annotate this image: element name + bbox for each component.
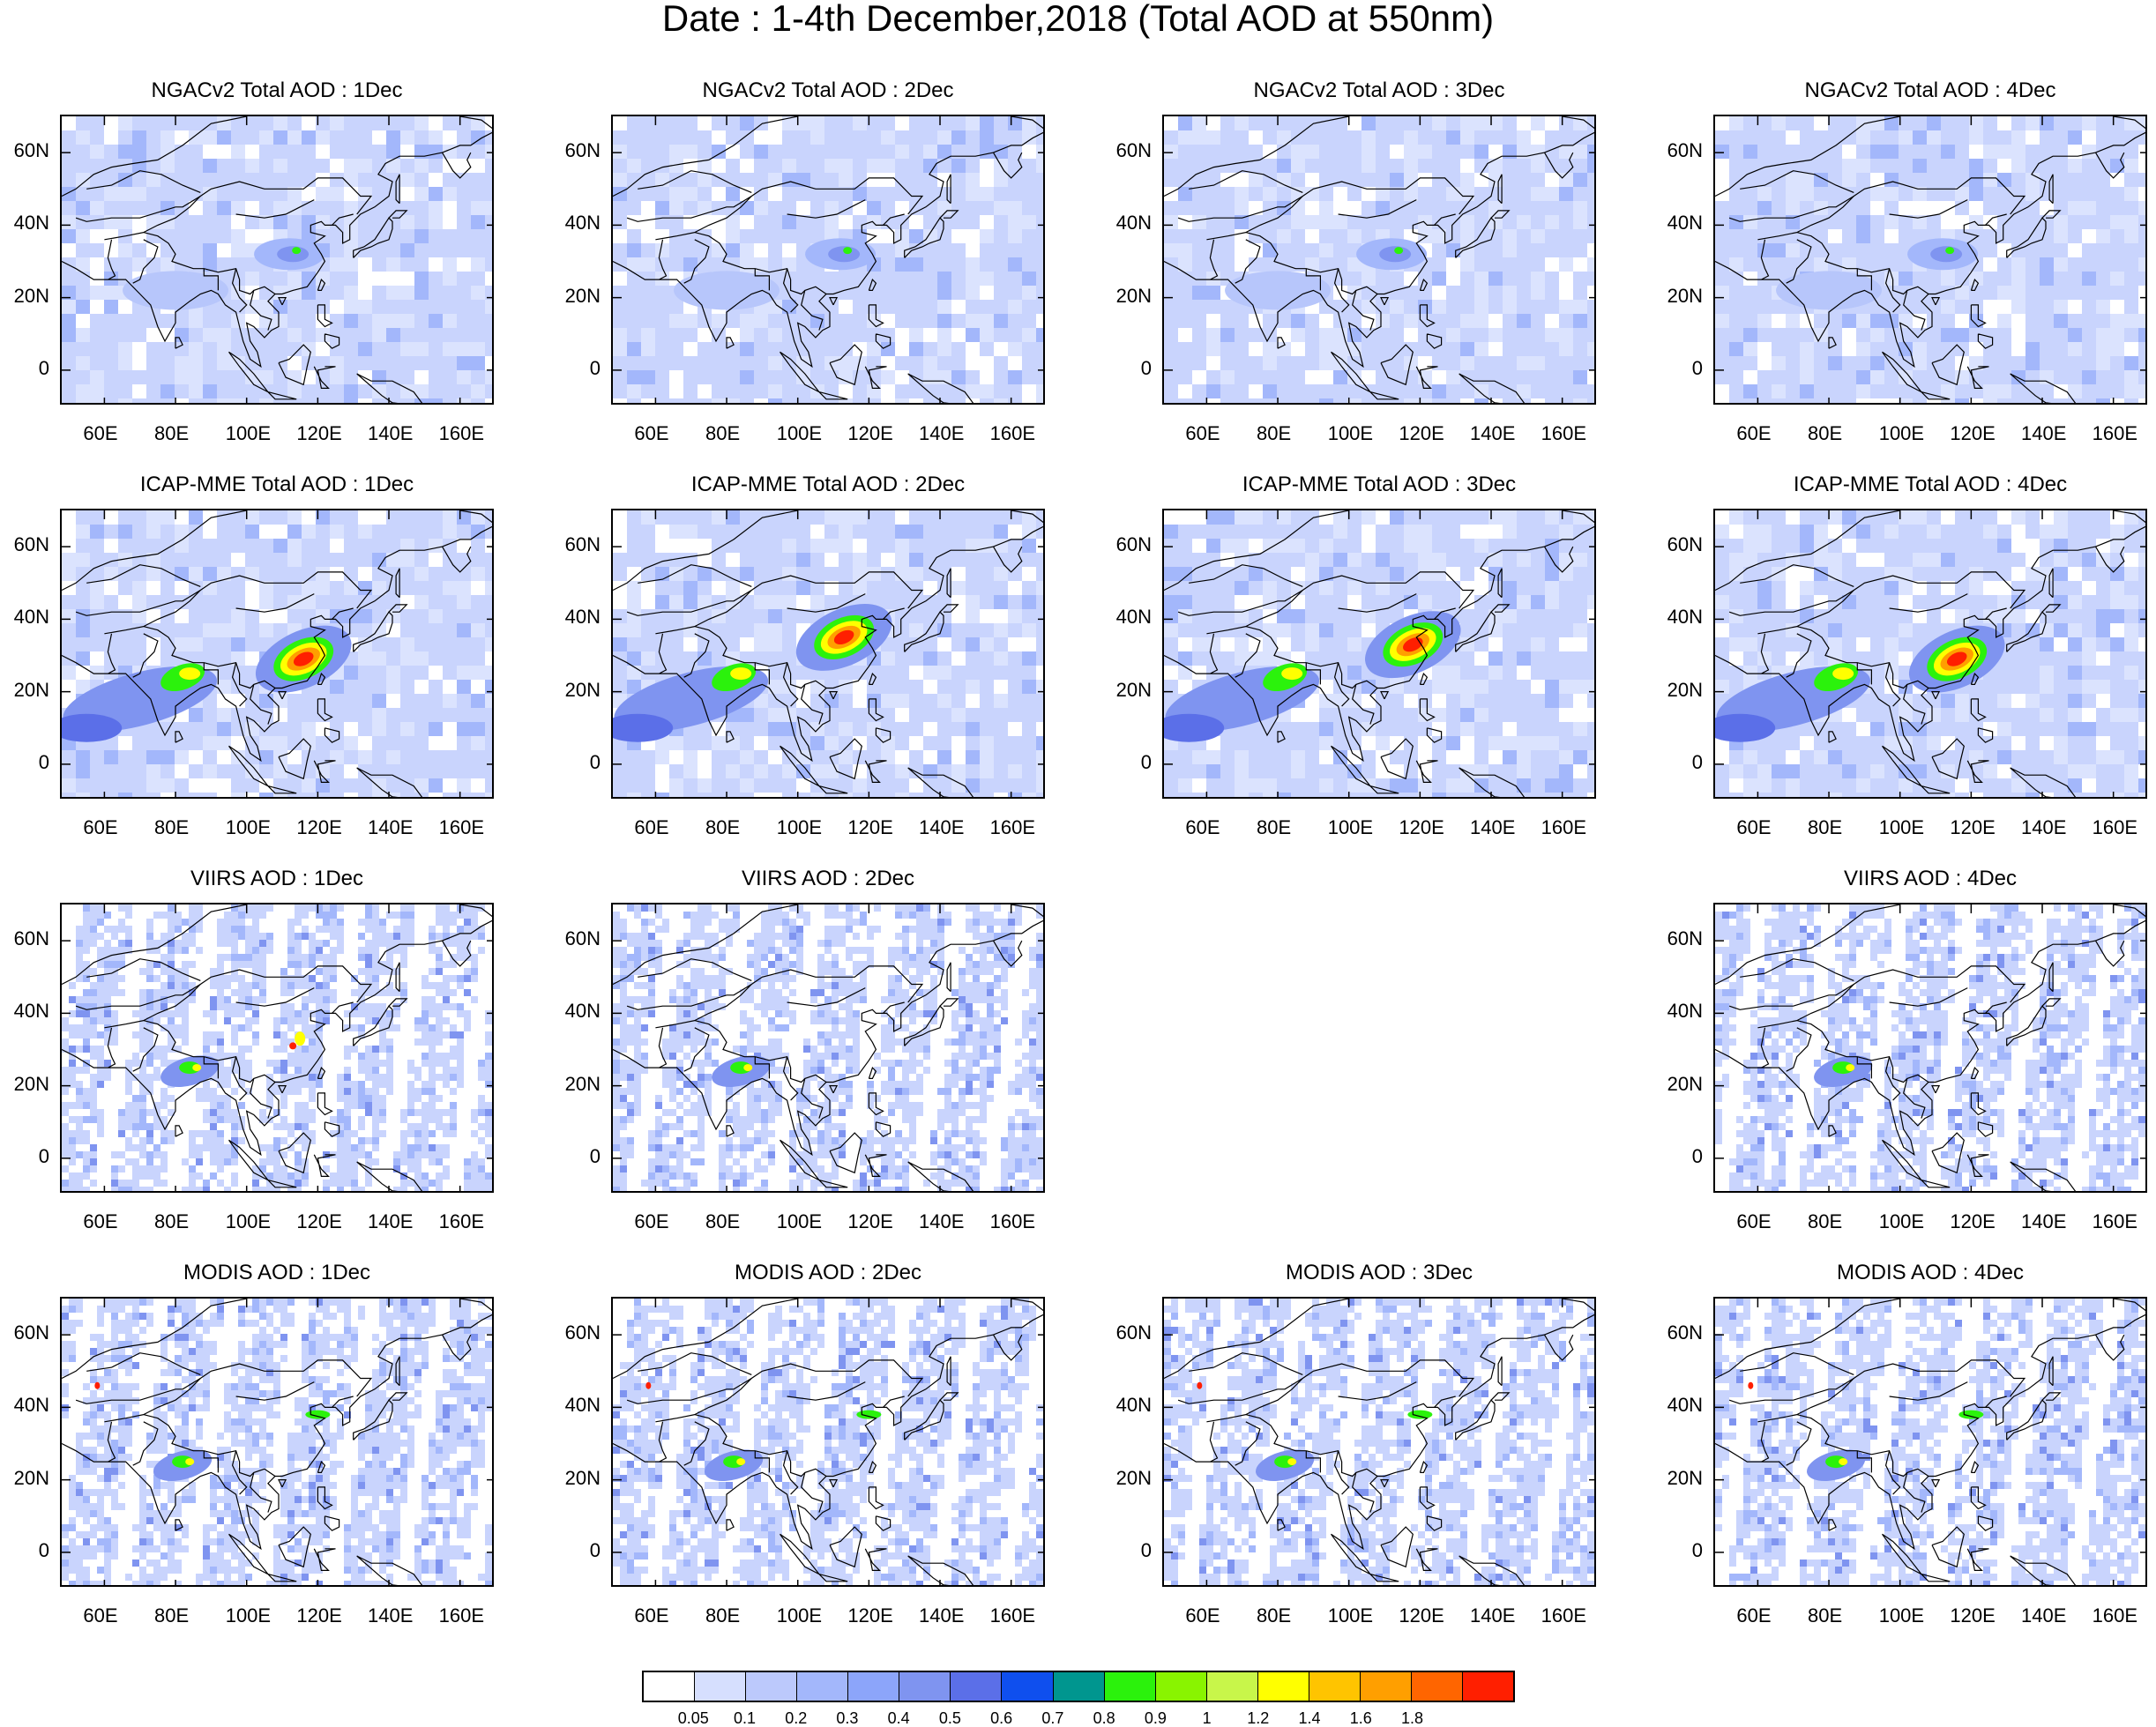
y-tick-label: 40N	[1659, 213, 1703, 233]
y-tick-label: 20N	[1108, 287, 1152, 306]
x-tick-label: 140E	[368, 818, 413, 837]
x-tick-label: 120E	[1399, 818, 1444, 837]
y-tick-label: 20N	[5, 681, 49, 700]
x-tick-label: 120E	[1399, 424, 1444, 443]
x-tick-label: 140E	[919, 424, 964, 443]
map-frame	[1162, 115, 1596, 405]
x-tick-label: 100E	[777, 424, 822, 443]
x-tick-label: 100E	[1328, 818, 1373, 837]
x-tick-label: 60E	[1185, 424, 1220, 443]
axis-ticks	[613, 116, 1045, 405]
y-tick-label: 0	[5, 753, 49, 772]
x-tick-label: 140E	[919, 818, 964, 837]
x-tick-label: 80E	[154, 424, 189, 443]
x-tick-label: 120E	[296, 818, 341, 837]
y-tick-label: 60N	[556, 141, 601, 160]
y-tick-label: 20N	[1659, 287, 1703, 306]
axis-ticks	[1164, 116, 1596, 405]
y-tick-label: 0	[1108, 753, 1152, 772]
x-tick-label: 140E	[368, 424, 413, 443]
map-frame	[1713, 115, 2147, 405]
x-tick-label: 140E	[2021, 424, 2066, 443]
x-tick-label: 140E	[1470, 424, 1515, 443]
map-frame	[60, 115, 494, 405]
figure-title: Date : 1-4th December,2018 (Total AOD at…	[0, 0, 2156, 37]
y-tick-label: 60N	[1108, 535, 1152, 555]
panel-title: NGACv2 Total AOD : 4Dec	[1713, 79, 2147, 102]
y-tick-label: 0	[556, 359, 601, 378]
axis-ticks	[62, 116, 494, 405]
map-frame	[611, 115, 1045, 405]
panel-title: NGACv2 Total AOD : 2Dec	[611, 79, 1045, 102]
x-tick-label: 80E	[1257, 424, 1291, 443]
x-tick-label: 160E	[990, 818, 1035, 837]
x-tick-label: 160E	[1541, 818, 1586, 837]
axis-ticks	[613, 510, 1045, 799]
x-tick-label: 60E	[1736, 424, 1771, 443]
y-tick-label: 20N	[1108, 681, 1152, 700]
y-tick-label: 60N	[5, 141, 49, 160]
x-tick-label: 80E	[1808, 424, 1842, 443]
y-tick-label: 20N	[556, 681, 601, 700]
x-tick-label: 160E	[990, 424, 1035, 443]
x-tick-label: 160E	[439, 818, 484, 837]
y-tick-label: 0	[556, 753, 601, 772]
y-tick-label: 40N	[1108, 607, 1152, 627]
x-tick-label: 100E	[226, 818, 271, 837]
x-tick-label: 60E	[83, 424, 117, 443]
map-frame	[611, 509, 1045, 799]
x-tick-label: 140E	[1470, 818, 1515, 837]
y-tick-label: 0	[5, 359, 49, 378]
x-tick-label: 60E	[634, 424, 668, 443]
x-tick-label: 120E	[1950, 424, 1995, 443]
y-tick-label: 40N	[5, 213, 49, 233]
x-tick-label: 80E	[705, 818, 740, 837]
y-tick-label: 0	[1108, 359, 1152, 378]
y-tick-label: 40N	[1108, 213, 1152, 233]
x-tick-label: 60E	[1185, 818, 1220, 837]
y-tick-label: 40N	[556, 607, 601, 627]
x-tick-label: 100E	[777, 818, 822, 837]
y-tick-label: 20N	[5, 287, 49, 306]
x-tick-label: 120E	[847, 818, 892, 837]
axis-ticks	[1715, 116, 2147, 405]
panel-title: ICAP-MME Total AOD : 1Dec	[60, 473, 494, 496]
x-tick-label: 100E	[1328, 424, 1373, 443]
x-tick-label: 160E	[1541, 424, 1586, 443]
x-tick-label: 100E	[1879, 424, 1924, 443]
y-tick-label: 40N	[556, 213, 601, 233]
x-tick-label: 60E	[83, 818, 117, 837]
map-frame	[1162, 509, 1596, 799]
panel-title: ICAP-MME Total AOD : 3Dec	[1162, 473, 1596, 496]
panel-title: NGACv2 Total AOD : 1Dec	[60, 79, 494, 102]
panel-title: ICAP-MME Total AOD : 4Dec	[1713, 473, 2147, 496]
x-tick-label: 160E	[439, 424, 484, 443]
panel-title: NGACv2 Total AOD : 3Dec	[1162, 79, 1596, 102]
y-tick-label: 60N	[1659, 141, 1703, 160]
x-tick-label: 60E	[634, 818, 668, 837]
y-tick-label: 0	[1659, 359, 1703, 378]
map-frame	[1713, 509, 2147, 799]
y-tick-label: 20N	[556, 287, 601, 306]
axis-ticks	[1164, 510, 1596, 799]
x-tick-label: 80E	[1257, 818, 1291, 837]
y-tick-label: 60N	[556, 535, 601, 555]
x-tick-label: 80E	[154, 818, 189, 837]
y-tick-label: 60N	[1108, 141, 1152, 160]
x-tick-label: 120E	[847, 424, 892, 443]
y-tick-label: 60N	[5, 535, 49, 555]
x-tick-label: 160E	[2093, 424, 2137, 443]
panel-title: ICAP-MME Total AOD : 2Dec	[611, 473, 1045, 496]
x-tick-label: 80E	[705, 424, 740, 443]
x-tick-label: 120E	[296, 424, 341, 443]
axis-ticks	[62, 510, 494, 799]
map-frame	[60, 509, 494, 799]
y-tick-label: 40N	[5, 607, 49, 627]
x-tick-label: 100E	[226, 424, 271, 443]
